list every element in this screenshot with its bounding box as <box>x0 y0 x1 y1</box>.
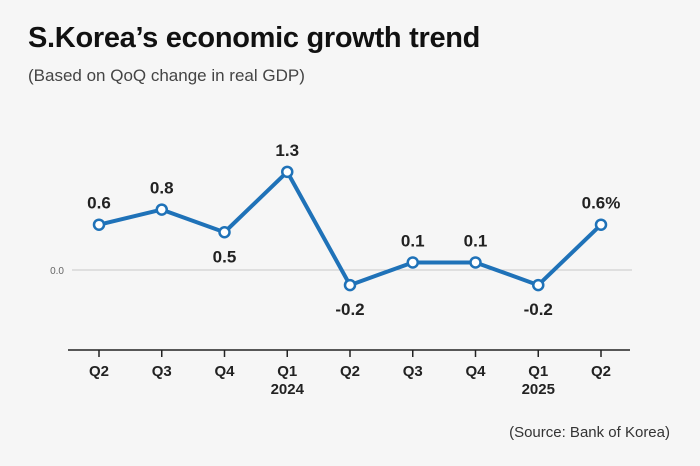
chart-title: S.Korea’s economic growth trend <box>28 22 481 54</box>
data-label: 0.1 <box>464 231 488 250</box>
data-point <box>406 256 419 269</box>
data-label: -0.2 <box>524 300 553 319</box>
data-label: 0.8 <box>150 179 174 198</box>
x-tick-label: Q4 <box>214 363 235 380</box>
x-tick-label: Q2 <box>340 363 360 380</box>
data-point <box>92 218 106 231</box>
year-label: 2024 <box>271 381 305 398</box>
series-line <box>97 169 603 288</box>
data-label: 0.6% <box>582 194 621 213</box>
x-tick-label: Q2 <box>89 363 109 380</box>
zero-label: 0.0 <box>50 266 64 277</box>
x-tick-label: Q1 <box>528 363 548 380</box>
data-point <box>281 165 294 179</box>
data-point <box>469 256 482 269</box>
data-label: 1.3 <box>275 141 299 160</box>
data-label: 0.5 <box>213 247 237 266</box>
data-point <box>155 203 168 216</box>
data-label: 0.6 <box>87 194 111 213</box>
x-tick-label: Q1 <box>277 363 297 380</box>
x-tick-label: Q3 <box>152 363 172 380</box>
source-note: (Source: Bank of Korea) <box>509 424 670 441</box>
data-label: -0.2 <box>335 300 364 319</box>
year-label: 2025 <box>522 381 555 398</box>
data-point <box>532 278 545 292</box>
x-tick-label: Q3 <box>403 363 423 380</box>
data-point <box>594 218 608 231</box>
data-label: 0.1 <box>401 231 425 250</box>
data-point <box>343 278 357 292</box>
chart-subtitle: (Based on QoQ change in real GDP) <box>28 66 305 85</box>
x-tick-label: Q2 <box>591 363 611 380</box>
x-tick-label: Q4 <box>465 363 486 380</box>
data-point <box>218 226 231 239</box>
